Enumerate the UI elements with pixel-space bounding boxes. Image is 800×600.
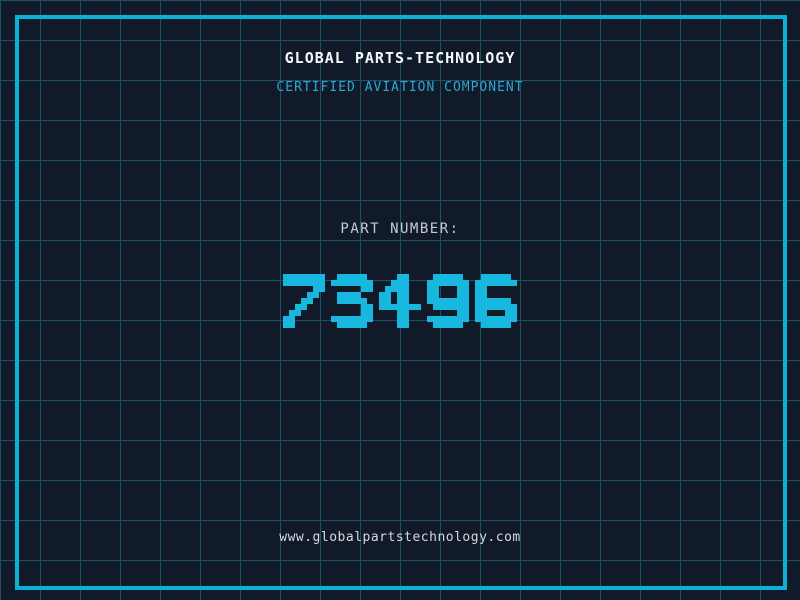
certification-subtitle: CERTIFIED AVIATION COMPONENT: [276, 80, 524, 95]
part-number-label: PART NUMBER:: [340, 221, 460, 237]
border-frame: [15, 15, 787, 590]
website-url: www.globalpartstechnology.com: [279, 530, 521, 545]
part-digit: [379, 274, 421, 328]
company-title: GLOBAL PARTS-TECHNOLOGY: [284, 49, 516, 67]
part-number-value: [0, 274, 800, 328]
part-digit: [475, 274, 517, 328]
part-digit: [283, 274, 325, 328]
part-digit: [427, 274, 469, 328]
part-digit: [331, 274, 373, 328]
